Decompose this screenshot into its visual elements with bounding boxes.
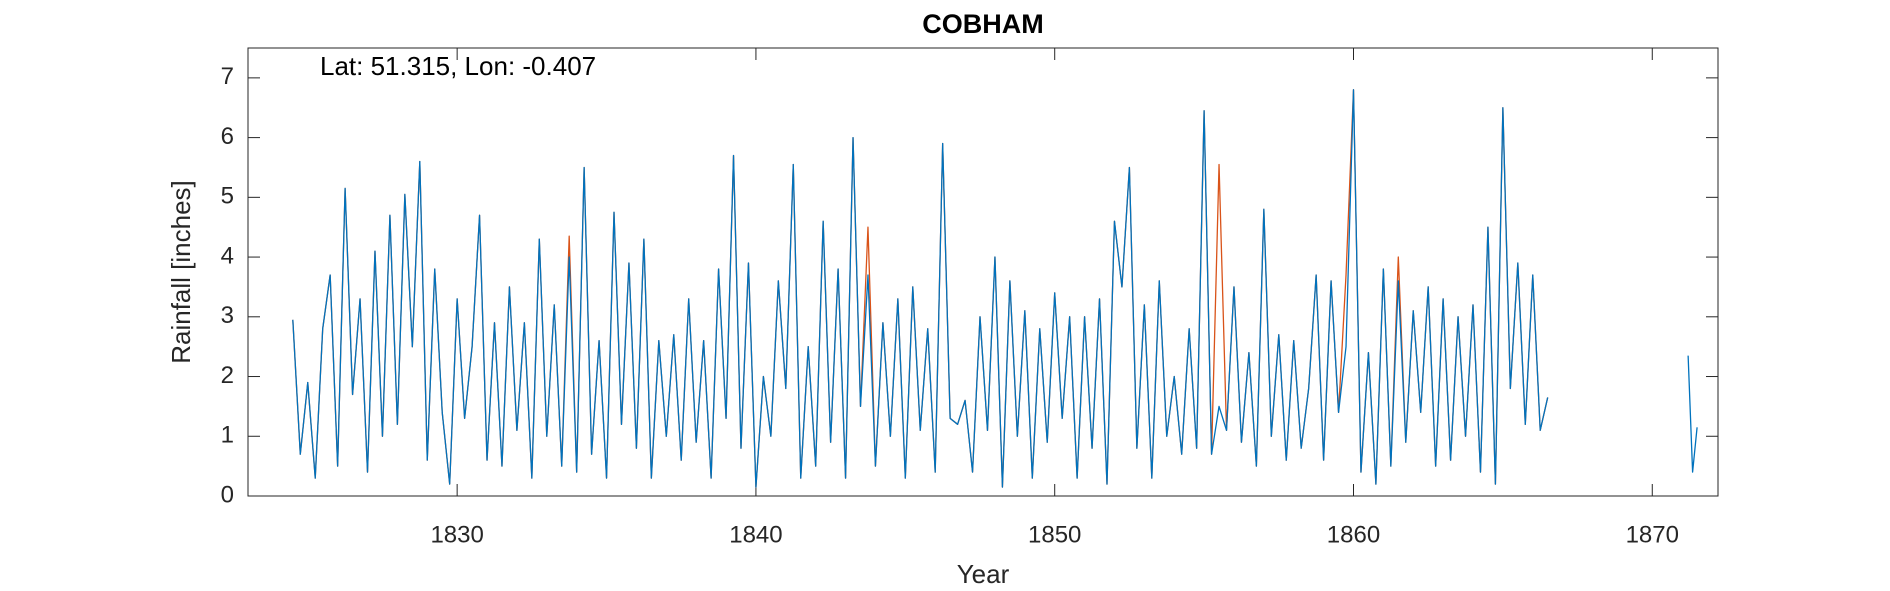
y-tick-label: 1 xyxy=(221,422,234,449)
y-tick-label: 3 xyxy=(221,302,234,329)
x-axis-label: Year xyxy=(957,559,1010,589)
plot-area xyxy=(248,48,1718,496)
y-tick-label: 2 xyxy=(221,362,234,389)
y-tick-label: 6 xyxy=(221,123,234,150)
x-tick-label: 1840 xyxy=(729,521,782,548)
x-tick-label: 1860 xyxy=(1327,521,1380,548)
y-tick-label: 7 xyxy=(221,63,234,90)
series-line xyxy=(292,89,1698,488)
annotation: Lat: 51.315, Lon: -0.407 xyxy=(320,51,596,81)
y-tick-label: 0 xyxy=(221,481,234,508)
y-axis-label: Rainfall [inches] xyxy=(166,180,196,364)
chart-title: COBHAM xyxy=(922,9,1044,39)
x-tick-label: 1850 xyxy=(1028,521,1081,548)
x-tick-label: 1830 xyxy=(430,521,483,548)
x-tick-label: 1870 xyxy=(1626,521,1679,548)
axes-box xyxy=(247,47,1719,497)
y-tick-label: 5 xyxy=(221,183,234,210)
y-tick-label: 4 xyxy=(221,242,234,269)
